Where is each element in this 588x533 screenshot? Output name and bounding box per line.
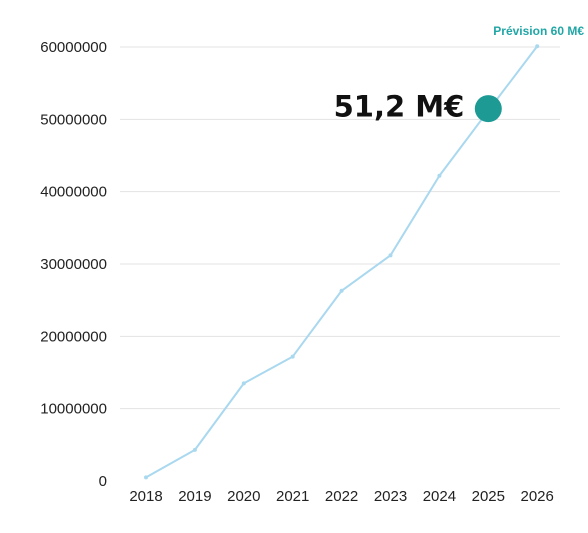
y-tick-label: 20000000 — [40, 328, 107, 345]
x-tick-label: 2024 — [423, 488, 456, 505]
y-axis-ticks: 0 10000000 20000000 30000000 40000000 5000000… — [40, 39, 107, 490]
x-tick-label: 2019 — [178, 488, 211, 505]
data-point — [192, 447, 197, 452]
y-tick-label: 0 — [99, 473, 107, 490]
data-point — [339, 288, 344, 293]
data-point — [144, 475, 148, 480]
data-point — [437, 173, 442, 178]
x-tick-label: 2020 — [227, 488, 260, 505]
y-tick-label: 10000000 — [40, 401, 107, 418]
y-tick-label: 40000000 — [40, 184, 107, 201]
highlight-marker — [474, 95, 502, 123]
x-tick-label: 2018 — [129, 488, 162, 505]
x-axis-ticks: 2018 2019 2020 2021 2022 2023 2024 2025 2026 — [129, 488, 554, 505]
x-tick-label: 2025 — [472, 488, 505, 505]
x-tick-label: 2026 — [521, 488, 554, 505]
forecast-annotation: Prévision 60 M€ — [493, 24, 584, 38]
data-points — [144, 44, 540, 480]
x-tick-label: 2023 — [374, 488, 407, 505]
gridlines — [120, 46, 560, 410]
x-tick-label: 2022 — [325, 488, 358, 505]
y-tick-label: 60000000 — [40, 39, 107, 56]
x-tick-label: 2021 — [276, 488, 309, 505]
y-tick-label: 50000000 — [40, 111, 107, 128]
data-point — [388, 253, 393, 258]
y-tick-label: 30000000 — [40, 256, 107, 273]
data-point — [241, 381, 246, 386]
highlight-callout: 51,2 M€ — [334, 90, 465, 124]
data-point — [290, 354, 295, 359]
data-point — [535, 44, 540, 49]
